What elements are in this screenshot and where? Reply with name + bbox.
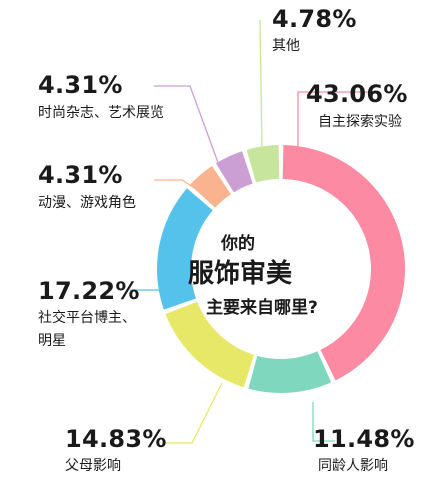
slice-0: [282, 145, 406, 381]
leader-line-1: [312, 402, 335, 442]
slice-3: [157, 188, 213, 310]
slice-value-label-4: 4.31%: [38, 161, 123, 189]
leader-line-4: [154, 179, 203, 194]
slice-6: [246, 145, 280, 183]
center-title-line-2: 服饰审美: [188, 258, 292, 289]
leader-line-5: [154, 85, 221, 169]
leader-line-6: [259, 19, 263, 149]
slice-labels: 43.06% 自主探索实验 11.48% 同龄人影响 14.83% 父母影响 17.22% 社…: [38, 5, 415, 474]
center-title-line-3: 主要来自哪里?: [206, 297, 318, 318]
slice-value-label-6: 4.78%: [272, 5, 357, 33]
slice-category-label-4: 动漫、游戏角色: [38, 194, 136, 211]
slice-category-label-5: 时尚杂志、艺术展览: [38, 105, 164, 121]
leader-line-0: [297, 91, 377, 152]
slice-value-label-3: 17.22%: [38, 277, 140, 305]
leader-line-2: [162, 382, 223, 444]
donut-slices: [157, 145, 406, 393]
slice-4: [190, 165, 231, 208]
slice-5: [215, 151, 253, 193]
slice-value-label-2: 14.83%: [65, 425, 167, 453]
slice-1: [248, 351, 332, 393]
slice-category-label-1: 同龄人影响: [318, 458, 388, 474]
slice-category-label-3-1: 明星: [38, 333, 66, 349]
center-title: 你的 服饰审美 主要来自哪里?: [188, 233, 318, 318]
slice-value-label-0: 43.06%: [306, 80, 408, 108]
slice-2: [165, 301, 254, 388]
slice-value-label-1: 11.48%: [313, 425, 415, 453]
slice-category-label-0: 自主探索实验: [318, 113, 402, 130]
slice-category-label-6: 其他: [272, 38, 300, 54]
slice-value-label-5: 4.31%: [38, 71, 123, 99]
center-title-line-1: 你的: [220, 233, 255, 254]
slice-category-label-2: 父母影响: [65, 458, 121, 474]
slice-category-label-3-0: 社交平台博主、: [38, 309, 136, 326]
leader-lines: [130, 19, 377, 444]
